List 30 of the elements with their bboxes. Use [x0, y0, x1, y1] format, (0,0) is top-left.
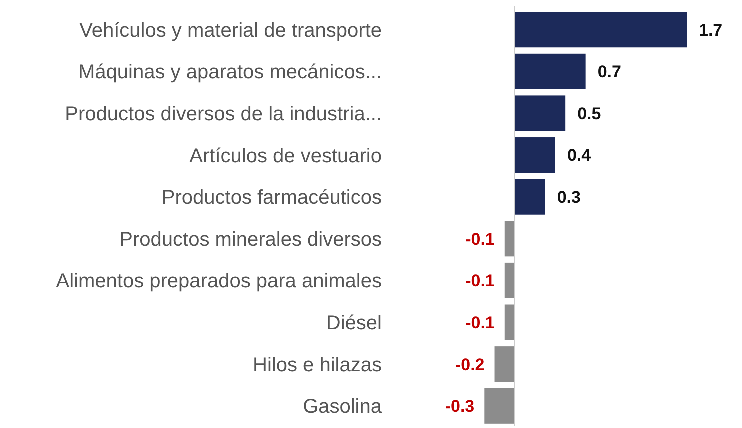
data-label: 0.5 — [578, 104, 602, 124]
y-tick-label: Productos farmacéuticos — [162, 187, 382, 210]
bar — [484, 388, 515, 424]
data-label: 0.4 — [567, 146, 592, 166]
y-tick-label: Gasolina — [303, 396, 383, 418]
bar — [515, 138, 556, 174]
bar — [515, 179, 546, 215]
data-label: 1.7 — [699, 20, 723, 40]
bar — [515, 54, 586, 90]
bar — [504, 221, 515, 257]
y-tick-label: Hilos e hilazas — [253, 354, 382, 376]
y-tick-label: Vehículos y material de transporte — [80, 20, 382, 42]
y-tick-label: Máquinas y aparatos mecánicos... — [78, 62, 382, 84]
data-label: -0.2 — [455, 355, 485, 374]
y-tick-label: Productos diversos de la industria... — [65, 103, 382, 126]
bar — [494, 346, 515, 382]
bar — [504, 304, 515, 340]
data-label: 0.3 — [557, 188, 581, 208]
bar — [515, 96, 566, 132]
data-label: -0.1 — [466, 313, 495, 332]
y-tick-label: Diésel — [326, 312, 382, 335]
y-tick-label: Productos minerales diversos — [120, 228, 382, 251]
bar — [515, 12, 687, 48]
y-tick-label: Artículos de vestuario — [190, 145, 382, 168]
data-label: -0.1 — [466, 272, 495, 291]
data-label: -0.3 — [445, 397, 475, 416]
y-tick-label: Alimentos preparados para animales — [56, 270, 382, 293]
bar — [504, 262, 515, 298]
data-label: 0.7 — [598, 62, 622, 82]
data-label: -0.1 — [466, 230, 495, 249]
